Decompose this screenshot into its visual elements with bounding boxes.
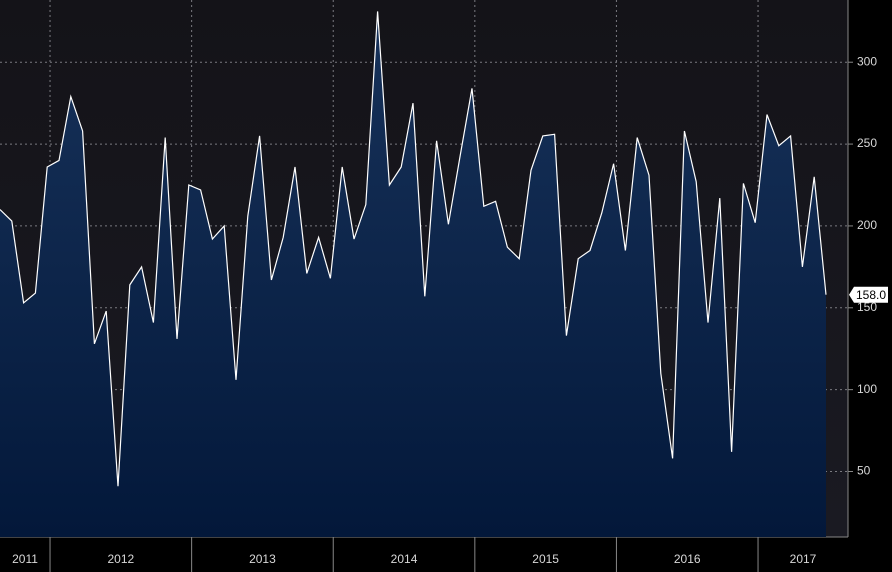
x-tick-label: 2011 bbox=[12, 552, 38, 566]
y-tick-label: 100 bbox=[857, 382, 877, 396]
x-tick-label: 2015 bbox=[532, 552, 559, 566]
x-tick-label: 2012 bbox=[107, 552, 134, 566]
line bbox=[0, 11, 827, 487]
area-fill bbox=[0, 11, 826, 537]
x-tick-label: 2016 bbox=[674, 552, 701, 566]
x-tick-label: 2017 bbox=[790, 552, 817, 566]
x-tick-label: 2013 bbox=[249, 552, 276, 566]
x-tick-label: 2014 bbox=[391, 552, 418, 566]
y-tick-label: 250 bbox=[857, 136, 877, 150]
y-tick-label: 200 bbox=[857, 218, 877, 232]
y-tick-label: 300 bbox=[857, 54, 877, 68]
y-tick-label: 150 bbox=[857, 300, 877, 314]
last-value-box bbox=[849, 286, 888, 303]
y-tick-label: 50 bbox=[857, 464, 871, 478]
last-value-label: 158.0 bbox=[856, 288, 886, 302]
